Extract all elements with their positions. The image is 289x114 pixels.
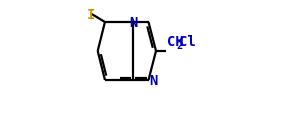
Text: 2: 2 xyxy=(176,41,182,51)
Text: I: I xyxy=(87,8,95,22)
Text: N: N xyxy=(149,73,157,87)
Text: CH: CH xyxy=(167,34,184,48)
Text: N: N xyxy=(129,16,137,30)
Text: Cl: Cl xyxy=(179,34,196,48)
